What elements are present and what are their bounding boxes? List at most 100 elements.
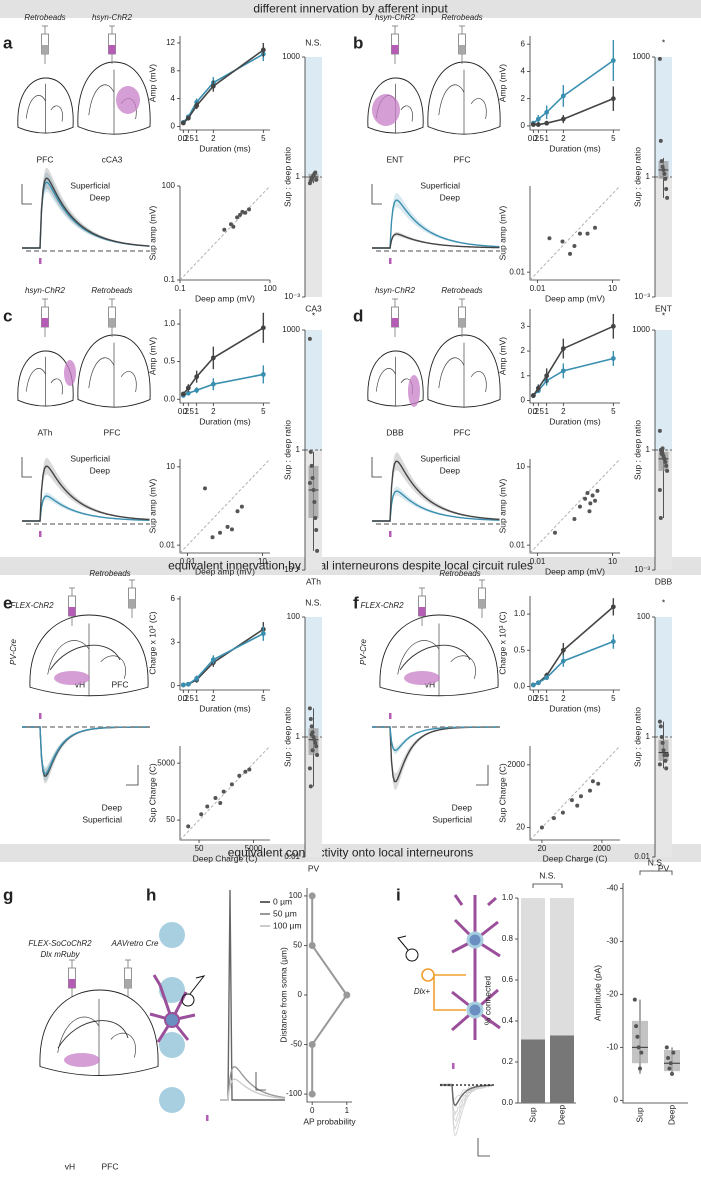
strip-point [657, 762, 662, 767]
neighbor-cell [159, 1087, 185, 1113]
scatter-point [590, 493, 595, 498]
syringe-fill [391, 318, 399, 327]
section-bar [0, 0, 701, 18]
scatter-point [218, 800, 223, 805]
scatter-point [575, 803, 580, 808]
y-tick-label: 100 [287, 612, 301, 621]
data-point [185, 390, 191, 396]
strip-point [667, 1066, 672, 1071]
y-axis-label: Charge x 10³ (C) [147, 611, 157, 674]
panel-letter: f [353, 593, 359, 612]
x-axis-label: Deep amp (mV) [545, 566, 605, 576]
y-axis-label: Sup Charge (C) [147, 763, 157, 823]
neighbor-cell [159, 1032, 185, 1058]
x-axis-label: Duration (ms) [549, 143, 601, 153]
strip-point [658, 515, 663, 520]
y-tick-label: 1000 [282, 325, 300, 334]
stim-marker [39, 713, 42, 719]
injection-label: hsyn-ChR2 [25, 286, 66, 295]
y-tick-label: 0.6 [502, 975, 514, 984]
strip-point [661, 748, 666, 753]
driver-label: PV-Cre [359, 638, 368, 664]
strip-point [663, 176, 668, 181]
y-axis-label: Amp (mV) [497, 337, 507, 375]
section-title: equivalent innervation by local interneu… [168, 559, 533, 573]
y-axis-label: Sup : deep ratio [282, 147, 292, 207]
injection-label: Dlx mRuby [40, 950, 80, 959]
infected-region [404, 671, 440, 685]
data-point [180, 682, 186, 688]
strip-point [634, 1024, 639, 1029]
stim-marker [389, 258, 392, 264]
scatter-point [588, 501, 593, 506]
y-tick-label: 2000 [507, 760, 525, 769]
strip-point [664, 1045, 669, 1050]
data-point [544, 373, 550, 379]
scatter-point [560, 810, 565, 815]
trace [372, 460, 500, 522]
y-tick-label: 50 [166, 815, 175, 824]
y-tick-label: 1 [296, 445, 301, 454]
x-tick-label: 100 [263, 284, 277, 293]
strip-point [307, 766, 312, 771]
scatter-point [235, 509, 240, 514]
trace [22, 465, 150, 522]
pipette [397, 935, 409, 951]
scatter-point [572, 517, 577, 522]
region-above [655, 330, 672, 450]
x-tick-label: 0.2 [178, 694, 190, 703]
soma [466, 931, 484, 949]
x-axis-label: Duration (ms) [199, 703, 251, 713]
y-tick-label: 0.01 [634, 852, 650, 861]
axis [179, 309, 270, 404]
scale-bar [371, 457, 382, 478]
syringe-fill [41, 318, 49, 327]
y-axis-label: Sup : deep ratio [282, 707, 292, 767]
strip-point [309, 732, 314, 737]
x-tick-label: 0.2 [528, 694, 540, 703]
x-axis-label: Deep amp (mV) [195, 293, 255, 303]
legend-label: 0 µm [273, 896, 292, 906]
strip-point [313, 170, 318, 175]
y-tick-label: 3 [171, 637, 176, 646]
category-label: ENT [655, 303, 672, 313]
region-above [655, 57, 672, 177]
strip-point [663, 758, 668, 763]
dlx-cell [421, 968, 435, 982]
y-tick-label: -40 [606, 883, 618, 892]
scatter-point [578, 794, 583, 799]
data-point [194, 103, 200, 109]
x-tick-label: Deep [556, 1105, 566, 1126]
y-axis-label: Sup : deep ratio [632, 147, 642, 207]
y-tick-label: 1.0 [502, 893, 514, 902]
scatter-point [205, 804, 210, 809]
x-tick-label: 0.2 [178, 134, 190, 143]
y-tick-label: 10⁻³ [284, 565, 300, 574]
strip-point [314, 177, 319, 182]
y-axis-label: Sup : deep ratio [632, 707, 642, 767]
data-point [260, 372, 266, 377]
panel-letter: h [146, 885, 156, 904]
y-tick-label: 1 [646, 172, 651, 181]
x-tick-label: 10 [258, 557, 267, 566]
injection-label: FLEX-ChR2 [360, 601, 404, 610]
scatter-point [228, 222, 233, 227]
data-point [535, 680, 541, 686]
injection-label: FLEX-SoCoChR2 [28, 939, 92, 948]
data-point [308, 1041, 316, 1049]
strip-point [308, 784, 313, 789]
strip-point [639, 1050, 644, 1055]
injection-label: Retrobeads [24, 13, 65, 22]
panel-letter: b [353, 33, 363, 52]
scatter-point [583, 496, 588, 501]
brain-detail [47, 623, 126, 696]
y-tick-label: 0.0 [502, 1098, 514, 1107]
scatter-point [243, 769, 248, 774]
syringe-fill [128, 599, 136, 608]
scatter-point [585, 231, 590, 236]
soma [466, 1001, 484, 1019]
data-point [530, 122, 536, 127]
y-tick-label: 0.4 [502, 1016, 514, 1025]
data-point [535, 122, 541, 127]
category-label: DBB [655, 576, 673, 586]
